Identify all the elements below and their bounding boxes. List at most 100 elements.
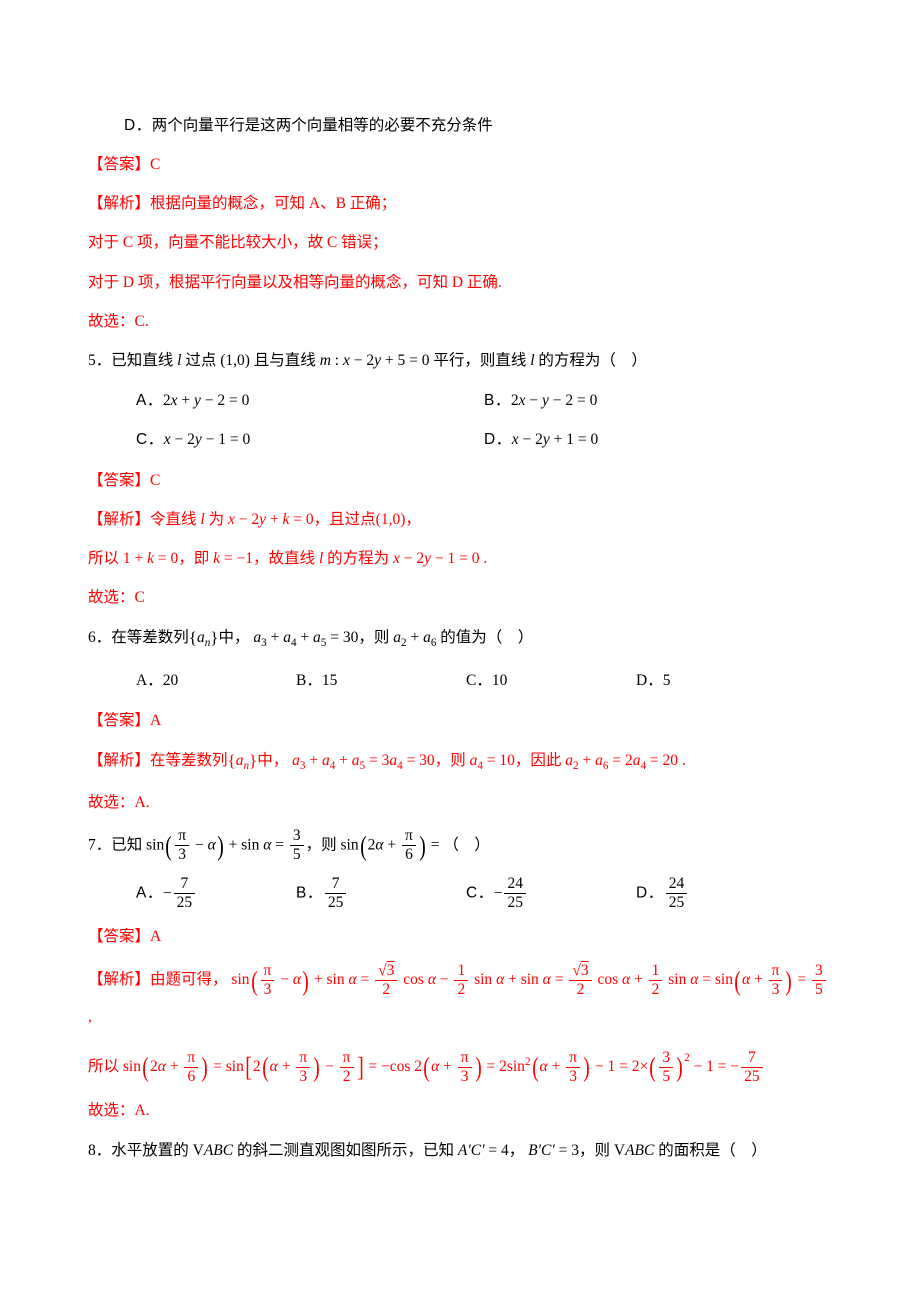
t1: 由题可得， bbox=[150, 971, 228, 988]
pt: (1,0) bbox=[376, 511, 406, 528]
q5-answer: 【答案】C bbox=[88, 467, 832, 494]
q6-explain-line1: 【解析】在等差数列{an}中， a3 + a4 + a5 = 3a4 = 30，… bbox=[88, 746, 832, 777]
q8-stem: 8．水平放置的 VABC 的斜二测直观图如图所示，已知 A′C′ = 4， B′… bbox=[88, 1137, 832, 1164]
bc: B′C′ = 3 bbox=[528, 1142, 579, 1159]
q5-pre: 5．已知直线 bbox=[88, 352, 177, 369]
t2: 中， bbox=[257, 752, 288, 769]
answer-label: 【答案】 bbox=[88, 712, 150, 729]
t4: ， bbox=[405, 511, 421, 528]
q8-pre: 8．水平放置的 bbox=[88, 1142, 193, 1159]
eq-q: = bbox=[427, 836, 444, 853]
sin1: sin bbox=[146, 836, 164, 853]
q5-option-c: C．x − 2y − 1 = 0 bbox=[136, 425, 484, 454]
half-b: 12 bbox=[647, 963, 665, 999]
answer-label: 【答案】 bbox=[88, 156, 150, 173]
pi6-1: π6 bbox=[400, 828, 418, 864]
q5-mid1: 过点 bbox=[181, 352, 220, 369]
answer-label: 【答案】 bbox=[88, 928, 150, 945]
q6-eq1: a3 + a4 + a5 = 30 bbox=[253, 629, 358, 646]
three5c: 35 bbox=[657, 1050, 675, 1086]
q6-options: A．20 B．15 C．10 D．5 bbox=[88, 666, 832, 695]
document-page: D．两个向量平行是这两个向量相等的必要不充分条件 【答案】C 【解析】根据向量的… bbox=[0, 0, 920, 1216]
t1: 在等差数列 bbox=[150, 752, 228, 769]
lp: ( bbox=[251, 969, 258, 993]
q6-tail: 的值为（ ） bbox=[436, 629, 533, 646]
answer-value: C bbox=[150, 156, 160, 173]
eq: 1 + k = 0 bbox=[123, 550, 178, 567]
ac: A′C′ = 4 bbox=[458, 1142, 509, 1159]
brace-l: { bbox=[228, 751, 236, 770]
q5-mid2: 且与直线 bbox=[250, 352, 320, 369]
q5-tail-1: 平行，则直线 bbox=[429, 352, 530, 369]
q8-tail: 的面积是（ ） bbox=[654, 1142, 766, 1159]
q5-point: (1,0) bbox=[220, 352, 250, 369]
q7-mid: ，则 bbox=[306, 836, 341, 853]
brace-r: } bbox=[249, 751, 257, 770]
q7-explain-line2: 所以 sin(2α + π6) = sin[2(α + π3) − π2] = … bbox=[88, 1046, 832, 1085]
plus-sin: + sin α = bbox=[225, 836, 288, 853]
answer-value: A bbox=[150, 928, 161, 945]
q7-option-a: A．−725 bbox=[136, 876, 296, 912]
q8-mid1: 的斜二测直观图如图所示，已知 bbox=[233, 1142, 458, 1159]
option-label-d: D． bbox=[124, 117, 152, 134]
tri2: VABC bbox=[614, 1142, 654, 1159]
q7-option-b: B．725 bbox=[296, 876, 466, 912]
q7-explain-end: 故选：A. bbox=[88, 1097, 832, 1124]
three5: 35 bbox=[288, 828, 306, 864]
sin2: sin bbox=[341, 836, 359, 853]
q6-option-a: A．20 bbox=[136, 666, 296, 695]
answer-value: C bbox=[150, 472, 160, 489]
t2: ，即 bbox=[178, 550, 213, 567]
t3: ，则 bbox=[435, 752, 470, 769]
explain-label: 【解析】 bbox=[88, 971, 150, 988]
eq3: a2 + a6 = 2a4 = 20 bbox=[565, 752, 678, 769]
q7-pre: 7．已知 bbox=[88, 836, 146, 853]
eq3: x − 2y − 1 = 0 bbox=[393, 550, 480, 567]
q5-explain-line1: 【解析】令直线 l 为 x − 2y + k = 0，且过点(1,0)， bbox=[88, 506, 832, 533]
brace-l: { bbox=[189, 628, 197, 647]
explain-label: 【解析】 bbox=[88, 511, 150, 528]
q6-explain-end: 故选：A. bbox=[88, 789, 832, 816]
q7-answer: 【答案】A bbox=[88, 923, 832, 950]
seq2: an bbox=[236, 752, 249, 769]
q7-option-c: C．−2425 bbox=[466, 876, 636, 912]
lp2: ( bbox=[360, 834, 367, 858]
half-a: 12 bbox=[452, 963, 470, 999]
q7-tail: （ ） bbox=[443, 836, 490, 853]
t1: 所以 bbox=[88, 550, 123, 567]
answer-label: 【答案】 bbox=[88, 472, 150, 489]
q6-answer: 【答案】A bbox=[88, 707, 832, 734]
q6-stem: 6．在等差数列{an}中， a3 + a4 + a5 = 30，则 a2 + a… bbox=[88, 623, 832, 654]
tri1: VABC bbox=[193, 1142, 233, 1159]
rp2: ) bbox=[419, 834, 426, 858]
pi3-3: π3 bbox=[767, 963, 785, 999]
q6-option-d: D．5 bbox=[636, 666, 670, 695]
q5-option-b: B．2x − y − 2 = 0 bbox=[484, 386, 832, 415]
pi3-6: π3 bbox=[564, 1050, 582, 1086]
t2: 为 bbox=[205, 511, 228, 528]
q6-pre: 6．在等差数列 bbox=[88, 629, 189, 646]
eq1: x − 2y + k = 0 bbox=[228, 511, 314, 528]
sqrt3-2a: √32 bbox=[373, 963, 399, 999]
pi6-2: π6 bbox=[182, 1050, 200, 1086]
t5: . bbox=[678, 752, 686, 769]
q4-explain-line3: 对于 D 项，根据平行向量以及相等向量的概念，可知 D 正确. bbox=[88, 269, 832, 296]
q5-explain-end: 故选：C bbox=[88, 584, 832, 611]
explain-label: 【解析】 bbox=[88, 195, 150, 212]
so: 所以 bbox=[88, 1058, 123, 1075]
lp1: ( bbox=[165, 834, 172, 858]
q6-option-b: B．15 bbox=[296, 666, 466, 695]
var-m: m bbox=[320, 352, 331, 369]
q7-stem: 7．已知 sin(π3 − α) + sin α = 35，则 sin(2α +… bbox=[88, 828, 832, 864]
c1: ， bbox=[509, 1142, 525, 1159]
q7-explain-line1: 【解析】由题可得， sin(π3 − α) + sin α = √32 cos … bbox=[88, 962, 832, 1034]
t5: . bbox=[480, 550, 488, 567]
t3: ，故直线 bbox=[253, 550, 319, 567]
explain-label: 【解析】 bbox=[88, 752, 150, 769]
explain-text: 根据向量的概念，可知 A、B 正确； bbox=[150, 195, 396, 212]
t1: 令直线 bbox=[150, 511, 200, 528]
q7-options: A．−725 B．725 C．−2425 D．2425 bbox=[88, 876, 832, 912]
q4-option-d: D．两个向量平行是这两个向量相等的必要不充分条件 bbox=[88, 112, 832, 139]
q6-mid: 中， bbox=[218, 629, 249, 646]
pi3-5: π3 bbox=[456, 1050, 474, 1086]
